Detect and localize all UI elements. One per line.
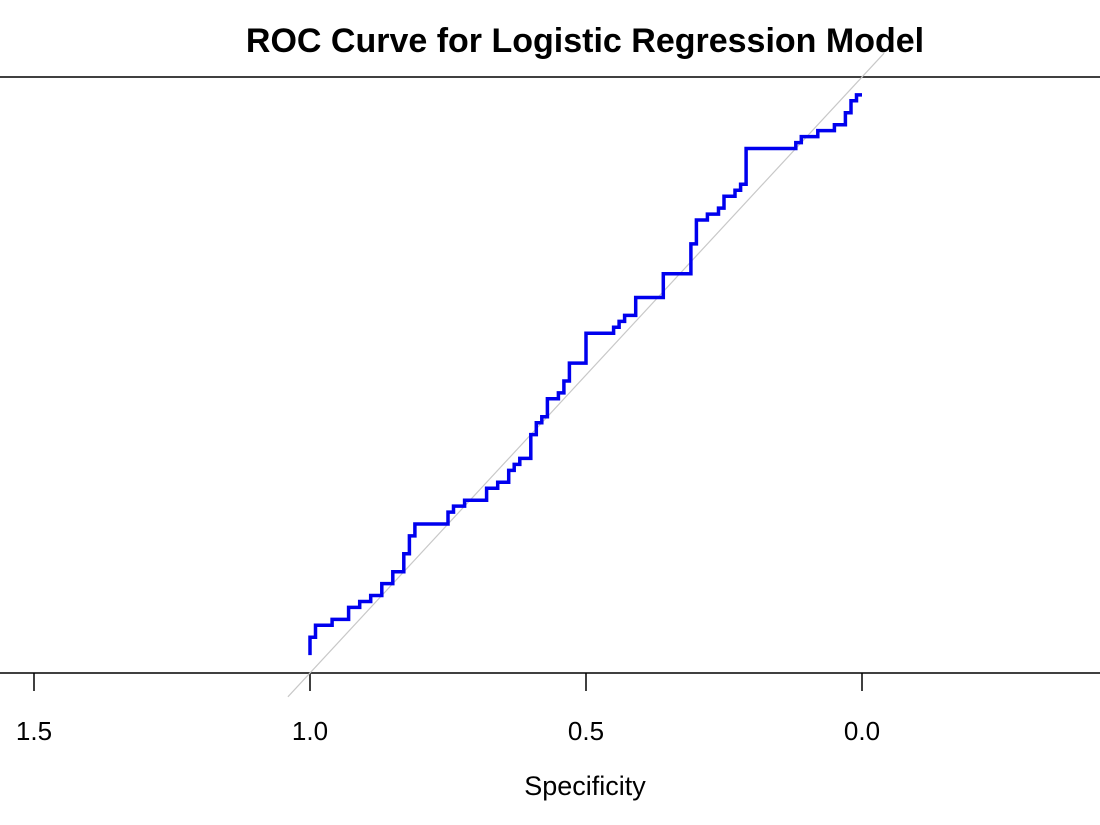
x-tick-label: 1.5 <box>16 716 52 746</box>
x-tick-label: 0.0 <box>844 716 880 746</box>
x-axis-ticks: 1.5 1.0 0.5 0.0 <box>16 673 880 746</box>
reference-diagonal <box>287 52 885 698</box>
roc-curve-line <box>308 93 862 656</box>
x-tick-label: 0.5 <box>568 716 604 746</box>
x-axis-label: Specificity <box>524 771 646 801</box>
x-tick-label: 1.0 <box>292 716 328 746</box>
chart-title: ROC Curve for Logistic Regression Model <box>246 22 924 60</box>
